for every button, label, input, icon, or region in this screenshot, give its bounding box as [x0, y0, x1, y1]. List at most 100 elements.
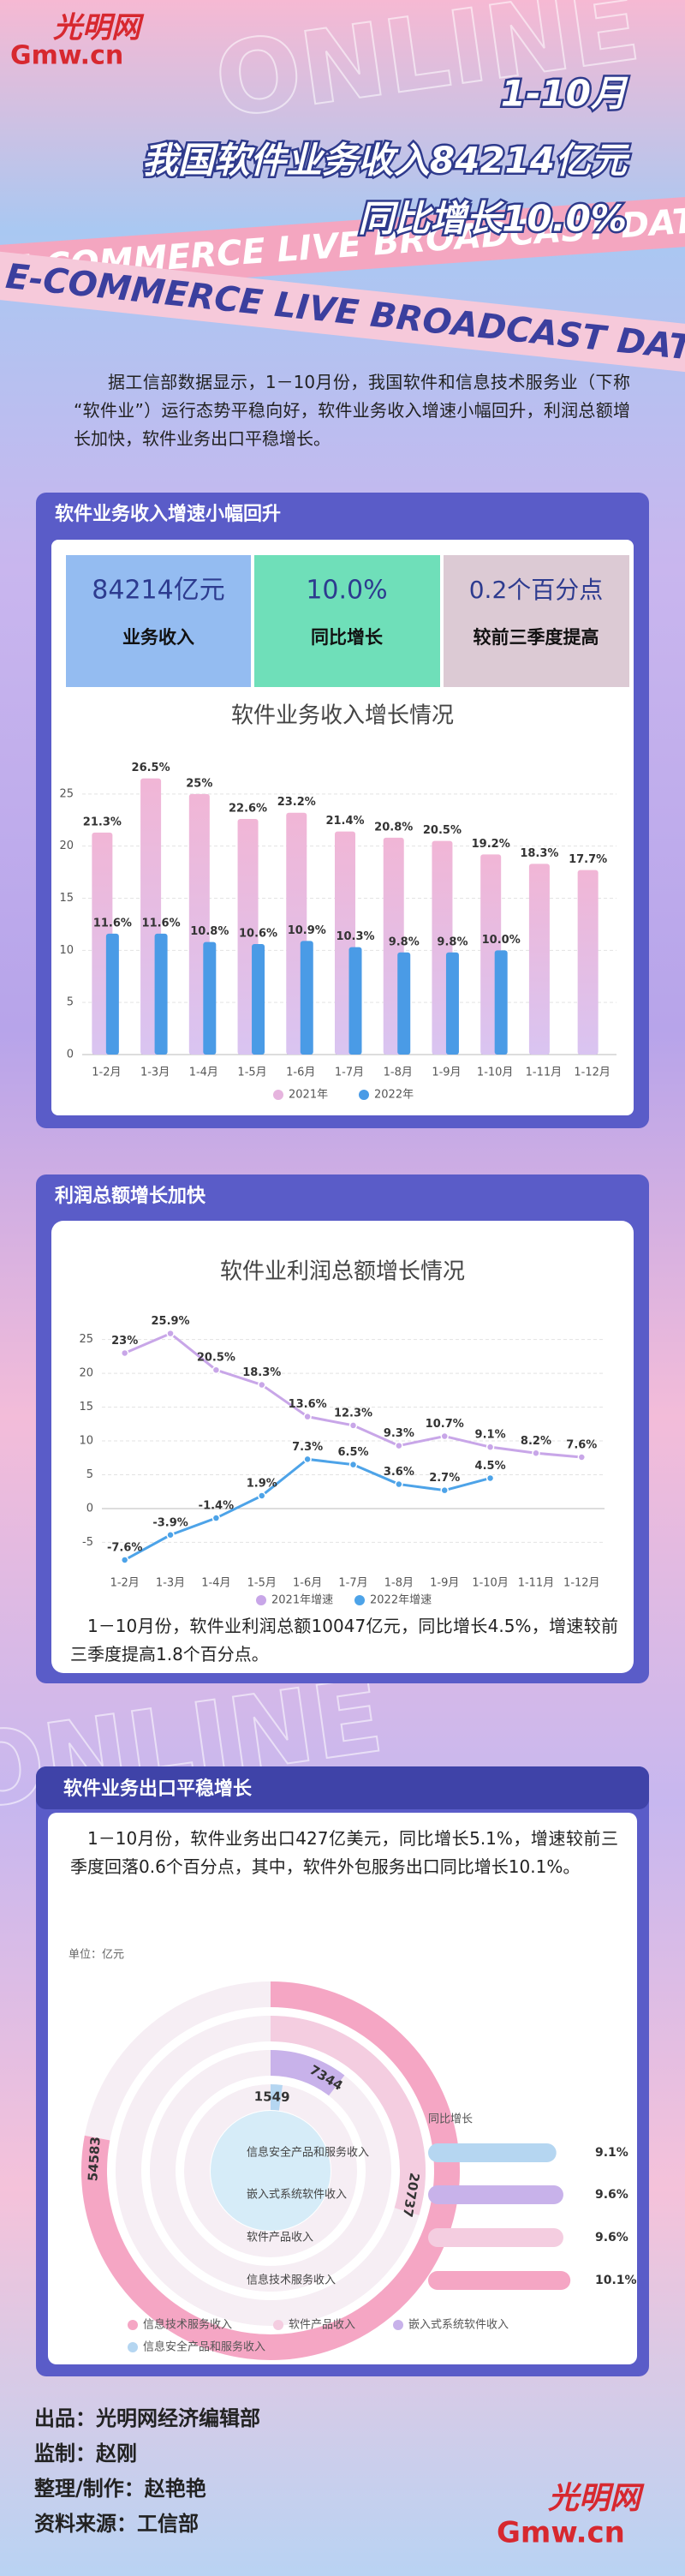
- y-tick-label: 10: [59, 944, 74, 957]
- y-tick-label: 20: [79, 1367, 93, 1380]
- value-label: 23%: [111, 1335, 138, 1348]
- ring-bar: [81, 1981, 460, 2360]
- bar: [348, 947, 362, 1055]
- value-label: 10.8%: [190, 925, 229, 938]
- bar: [300, 941, 313, 1055]
- value-label: 23.2%: [277, 796, 316, 809]
- value-label: 10.6%: [239, 928, 277, 941]
- x-tick-label: 1-11月: [518, 1577, 555, 1590]
- x-tick-label: 1-11月: [526, 1067, 563, 1079]
- bar: [445, 952, 459, 1055]
- value-label: 3.6%: [384, 1466, 414, 1479]
- footer-line: 整理/制作：赵艳艳: [34, 2477, 206, 2501]
- point: [258, 1380, 266, 1390]
- point: [303, 1455, 312, 1464]
- x-tick-label: 1-12月: [574, 1067, 611, 1079]
- x-tick-label: 1-2月: [92, 1067, 121, 1079]
- logo-cn: 光明网: [53, 11, 145, 45]
- stat-label: 较前三季度提高: [474, 627, 599, 648]
- value-label: 7.6%: [566, 1438, 597, 1451]
- point: [395, 1441, 403, 1450]
- point: [348, 1421, 358, 1430]
- x-tick-label: 1-4月: [201, 1577, 230, 1590]
- growth-bar: [428, 2271, 571, 2290]
- value-label: 20.8%: [374, 821, 413, 834]
- title-line: 1-10月: [501, 73, 628, 115]
- legend-marker: [354, 1595, 365, 1605]
- stat-value: 10.0%: [306, 576, 387, 606]
- stat-box: [444, 555, 629, 687]
- logo-en: Gmw.cn: [497, 2516, 625, 2550]
- value-label: 9.3%: [384, 1427, 414, 1440]
- stat-label: 同比增长: [311, 627, 384, 648]
- x-tick-label: 1-6月: [286, 1067, 315, 1079]
- ribbon-band: [0, 247, 685, 377]
- x-tick-label: 1-10月: [472, 1577, 509, 1590]
- footer-line: 资料来源：工信部: [34, 2512, 199, 2536]
- legend-marker: [128, 2342, 138, 2352]
- value-label: 22.6%: [229, 803, 267, 816]
- value-label: 18.3%: [242, 1366, 281, 1379]
- section-title-bar: [36, 1766, 649, 1809]
- section-title: 软件业务出口平稳增长: [63, 1778, 253, 1800]
- point: [440, 1485, 449, 1495]
- section-title: 软件业务收入增速小幅回升: [55, 503, 281, 525]
- footer-line: 出品：光明网经济编辑部: [34, 2406, 260, 2430]
- category-label: 信息安全产品和服务收入: [247, 2146, 369, 2160]
- ring-bar: [270, 2084, 283, 2111]
- category-label: 软件产品收入: [247, 2232, 313, 2244]
- value-label: 26.5%: [132, 762, 170, 774]
- y-tick-label: -5: [82, 1536, 93, 1549]
- logo-en: Gmw.cn: [10, 41, 123, 71]
- legend-label: 信息安全产品和服务收入: [143, 2340, 265, 2354]
- growth-title: 同比增长: [428, 2113, 473, 2126]
- legend-label: 2021年增速: [271, 1594, 333, 1607]
- x-tick-label: 1-10月: [477, 1067, 514, 1079]
- intro-text: 据工信部数据显示，1－10月份，我国软件和信息技术服务业（下称“软件业”）运行态…: [74, 372, 630, 449]
- bar: [203, 941, 217, 1055]
- legend-label: 信息技术服务收入: [143, 2318, 232, 2332]
- logo-cn: 光明网: [548, 2481, 645, 2516]
- value-label: 10.0%: [482, 934, 521, 947]
- legend-marker: [393, 2320, 403, 2330]
- stat-box: [254, 555, 440, 687]
- point: [440, 1431, 449, 1441]
- x-tick-label: 1-12月: [563, 1577, 600, 1590]
- unit-label: 单位：亿元: [68, 1949, 124, 1962]
- x-tick-label: 1-6月: [293, 1577, 322, 1590]
- value-label: 17.7%: [569, 853, 607, 866]
- value-label: 9.1%: [475, 1429, 506, 1442]
- legend-label: 软件产品收入: [289, 2319, 355, 2332]
- x-tick-label: 1-7月: [335, 1067, 364, 1079]
- x-tick-label: 1-5月: [237, 1067, 266, 1079]
- point: [211, 1514, 221, 1522]
- stat-box: [66, 555, 251, 687]
- value-label: -3.9%: [152, 1516, 188, 1529]
- value-label: 25%: [186, 777, 212, 790]
- value-label: -7.6%: [107, 1541, 142, 1554]
- y-tick-label: 25: [59, 787, 74, 800]
- growth-bar: [428, 2143, 557, 2162]
- x-tick-label: 1-3月: [140, 1067, 170, 1079]
- y-tick-label: 5: [86, 1468, 93, 1481]
- value-label: 10.1%: [595, 2274, 637, 2287]
- value-label: 6.5%: [337, 1446, 368, 1459]
- value-label: 10.9%: [288, 924, 326, 937]
- footer-line: 监制：赵刚: [34, 2442, 137, 2465]
- bar: [494, 950, 508, 1055]
- section-text: 1－10月份，软件业务出口427亿美元，同比增长5.1%，增速较前三季度回落0.…: [70, 1828, 618, 1877]
- growth-bar: [428, 2228, 563, 2247]
- watermark: ONLINE: [208, 0, 646, 140]
- bar: [528, 864, 550, 1055]
- legend-marker: [359, 1090, 369, 1100]
- legend-label: 2021年: [289, 1089, 328, 1102]
- value-label: 20.5%: [423, 824, 462, 837]
- ring-bar: [270, 2050, 345, 2096]
- value-label: 21.4%: [325, 815, 364, 828]
- value-label: 10.3%: [336, 930, 374, 943]
- title-line: 我国软件业务收入84214亿元: [142, 140, 630, 182]
- point: [211, 1366, 221, 1374]
- value-label: 10.7%: [426, 1418, 464, 1431]
- value-label: 21.3%: [83, 816, 122, 828]
